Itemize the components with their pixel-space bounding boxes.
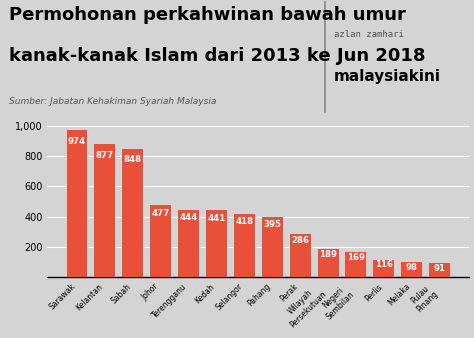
Text: malaysiakini: malaysiakini [334,69,441,83]
Bar [429,263,450,277]
Text: azlan zamhari: azlan zamhari [334,30,404,39]
Text: kanak-kanak Islam dari 2013 ke Jun 2018: kanak-kanak Islam dari 2013 ke Jun 2018 [9,47,426,65]
Text: 116: 116 [375,261,393,269]
Bar [150,205,171,277]
Bar [318,248,338,277]
Text: 444: 444 [180,213,198,222]
Text: 477: 477 [152,209,170,218]
Text: Sumber: Jabatan Kehakiman Syariah Malaysia: Sumber: Jabatan Kehakiman Syariah Malays… [9,97,217,106]
Text: 441: 441 [207,214,226,223]
Text: 418: 418 [235,217,254,226]
Text: 974: 974 [68,137,86,146]
Bar [178,210,199,277]
Bar [346,251,366,277]
Text: 98: 98 [406,263,418,272]
Text: 286: 286 [291,236,309,245]
Text: Permohonan perkahwinan bawah umur: Permohonan perkahwinan bawah umur [9,6,406,24]
Bar [206,211,227,277]
Bar [290,234,310,277]
Text: 169: 169 [347,253,365,262]
Bar [401,262,422,277]
Bar [94,144,115,277]
Bar [374,260,394,277]
Text: 395: 395 [264,220,281,230]
Bar [262,217,283,277]
Text: 877: 877 [96,151,114,160]
Text: 848: 848 [124,155,142,164]
Bar [234,214,255,277]
Bar [122,149,143,277]
Text: 91: 91 [434,264,446,273]
Text: 189: 189 [319,250,337,259]
Bar [66,130,88,277]
